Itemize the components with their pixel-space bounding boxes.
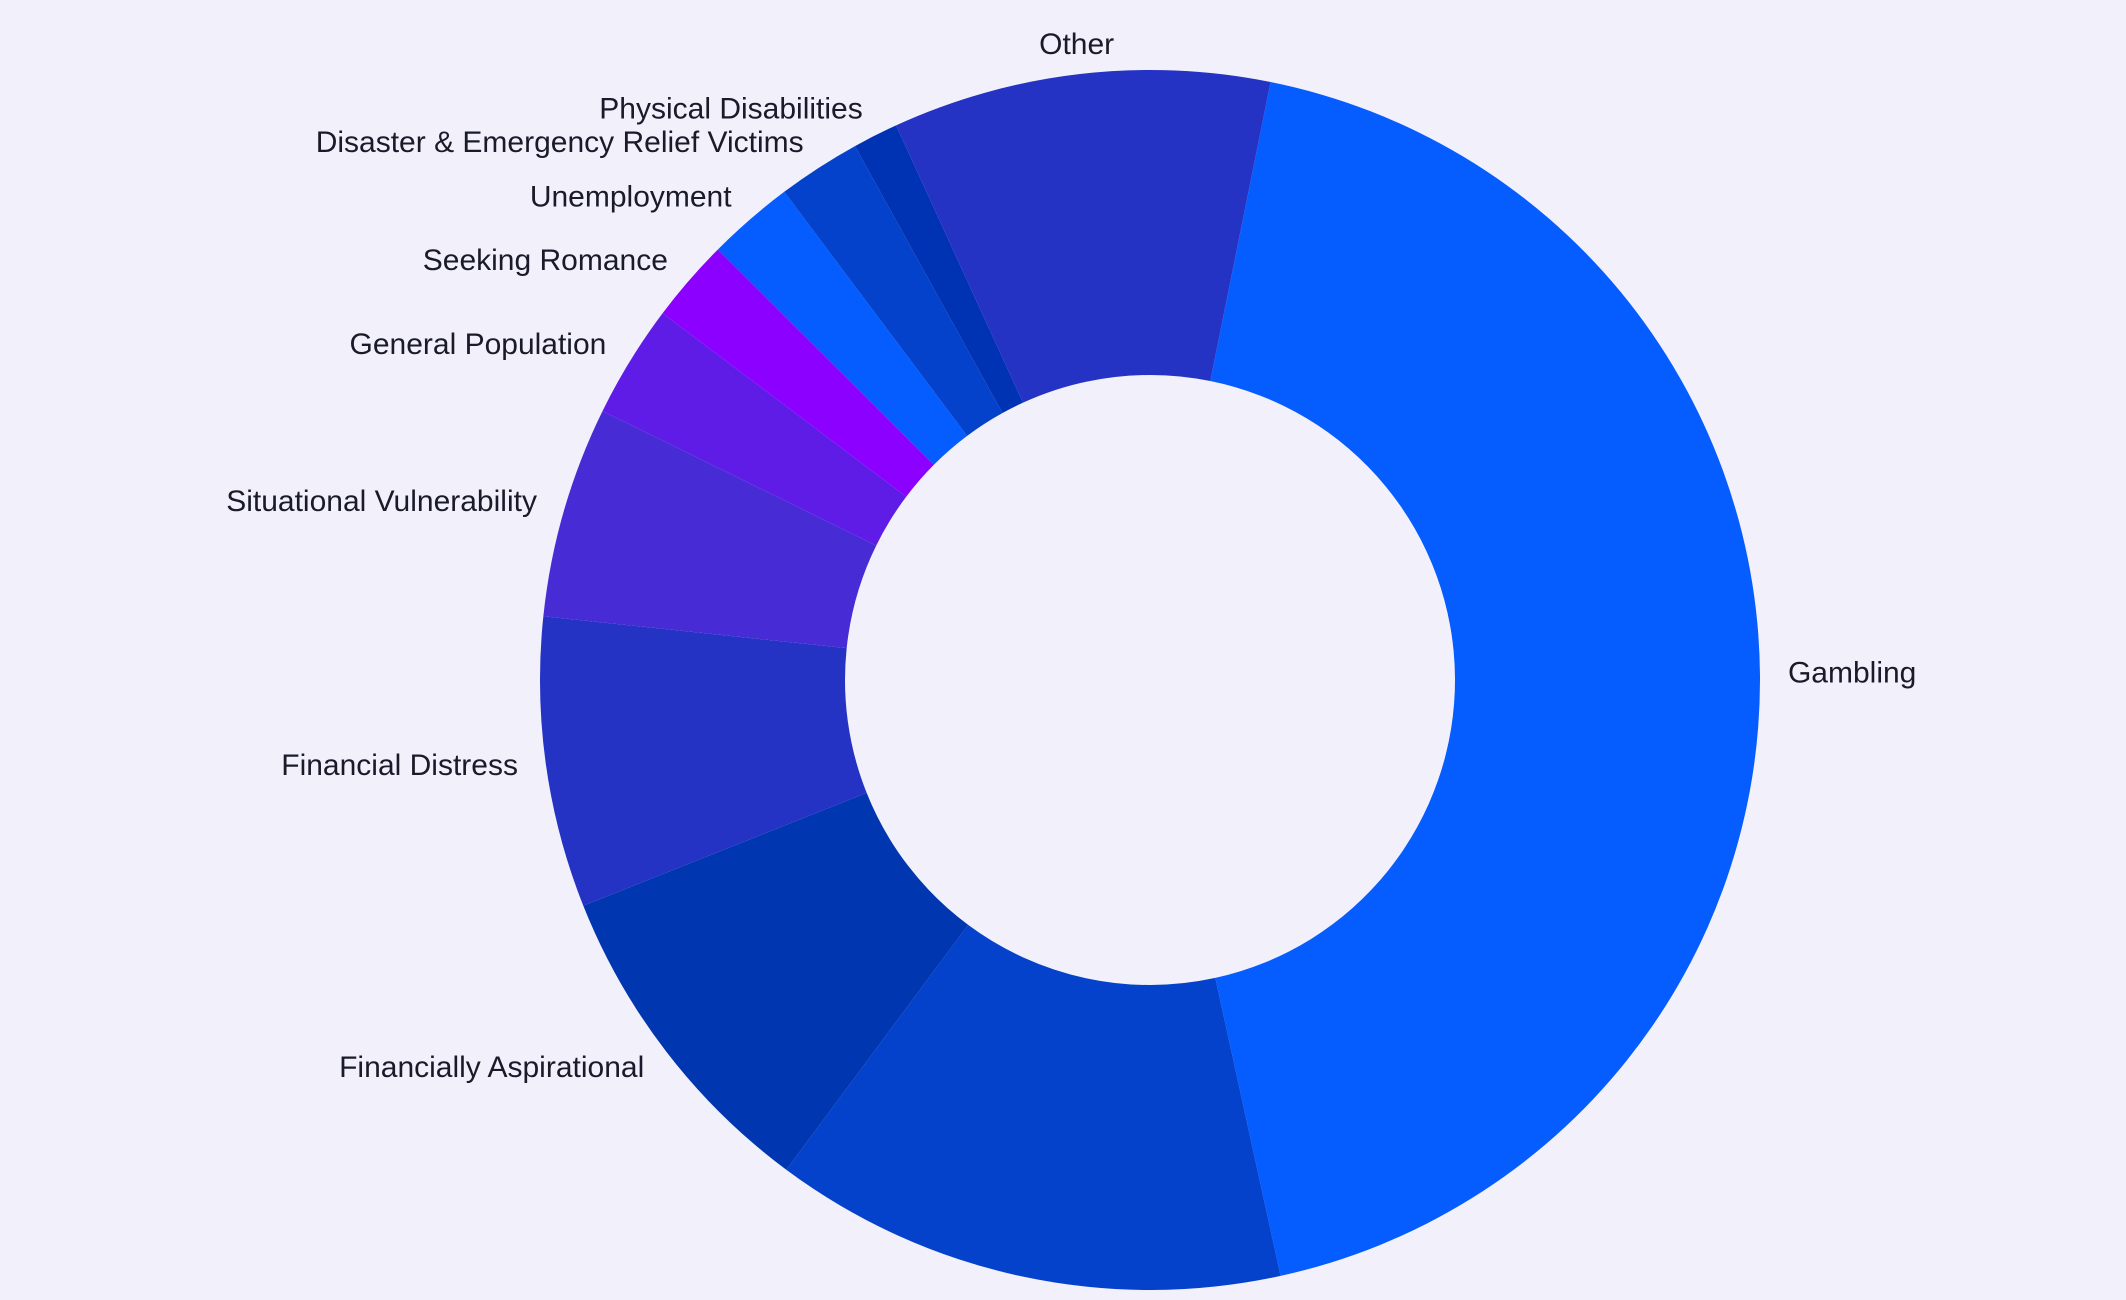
label-physical-disabilities: Physical Disabilities (599, 92, 862, 125)
slice-financially-aspirational (583, 792, 969, 1170)
label-situational-vulnerability: Situational Vulnerability (226, 485, 537, 518)
slices-group (540, 70, 1761, 1290)
slice-unlabeled-1 (786, 924, 1281, 1290)
label-unemployment: Unemployment (530, 180, 732, 213)
slice-other (896, 70, 1271, 403)
label-gambling: Gambling (1788, 657, 1916, 690)
slice-gambling (1210, 82, 1761, 1276)
labels-group: Gambling Financially Aspirational Financia… (226, 28, 1916, 1084)
slice-general-population (602, 313, 907, 546)
slice-unemployment (717, 191, 968, 465)
slice-physical-disabilities (855, 125, 1024, 414)
label-other: Other (1039, 28, 1114, 61)
slice-situational-vulnerability (543, 411, 877, 649)
label-financial-distress: Financial Distress (281, 749, 518, 782)
label-disaster-and-emergency-relief-victims: Disaster & Emergency Relief Victims (316, 126, 804, 159)
label-financially-aspirational: Financially Aspirational (339, 1051, 644, 1084)
slice-disaster-and-emergency-relief-victims (784, 146, 1003, 436)
slice-seeking-romance (662, 249, 934, 497)
label-general-population: General Population (350, 328, 607, 361)
label-seeking-romance: Seeking Romance (423, 244, 668, 277)
slice-financial-distress (540, 616, 867, 906)
